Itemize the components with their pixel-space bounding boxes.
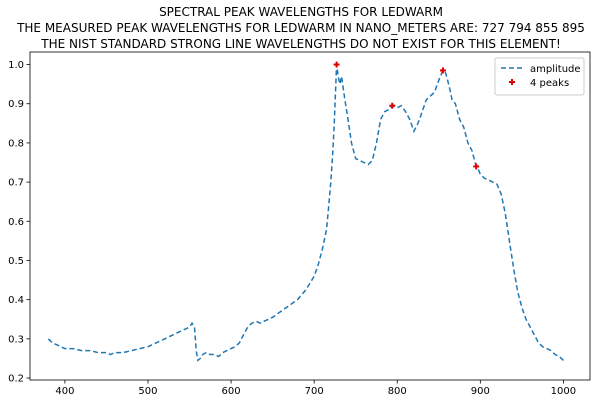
y-tick-label: 0.9 [8, 99, 24, 110]
x-tick-label: 500 [138, 386, 157, 397]
x-tick-label: 900 [471, 386, 490, 397]
x-tick-label: 400 [55, 386, 74, 397]
legend: amplitude 4 peaks [494, 57, 585, 96]
chart-title: SPECTRAL PEAK WAVELENGTHS FOR LEDWARM [159, 5, 443, 19]
plot-area-frame [29, 51, 591, 381]
y-tick-label: 0.6 [8, 217, 24, 228]
x-tick-label: 600 [222, 386, 241, 397]
chart-subtitle-peaks: THE MEASURED PEAK WAVELENGTHS FOR LEDWAR… [17, 21, 585, 35]
peak-marker [333, 61, 340, 68]
legend-peak-swatch [509, 79, 515, 85]
chart-subtitle-nist: THE NIST STANDARD STRONG LINE WAVELENGTH… [41, 37, 561, 51]
legend-label-amplitude: amplitude [530, 64, 581, 75]
legend-peak-marker [509, 79, 515, 85]
x-tick-label: 700 [305, 386, 324, 397]
peak-marker [439, 67, 446, 74]
y-tick-label: 0.3 [8, 334, 24, 345]
peak-marker [473, 163, 480, 170]
y-tick-label: 1.0 [8, 60, 24, 71]
y-tick-label: 0.8 [8, 138, 24, 149]
y-tick-label: 0.5 [8, 256, 24, 267]
legend-label-peaks: 4 peaks [530, 78, 569, 89]
chart-titles: SPECTRAL PEAK WAVELENGTHS FOR LEDWARM TH… [0, 4, 602, 52]
amplitude-series-line [47, 64, 564, 362]
y-tick-label: 0.2 [8, 374, 24, 385]
x-tick-label: 1000 [551, 386, 576, 397]
y-tick-label: 0.4 [8, 295, 24, 306]
y-tick-label: 0.7 [8, 178, 24, 189]
x-tick-label: 800 [388, 386, 407, 397]
peak-marker [389, 102, 396, 109]
